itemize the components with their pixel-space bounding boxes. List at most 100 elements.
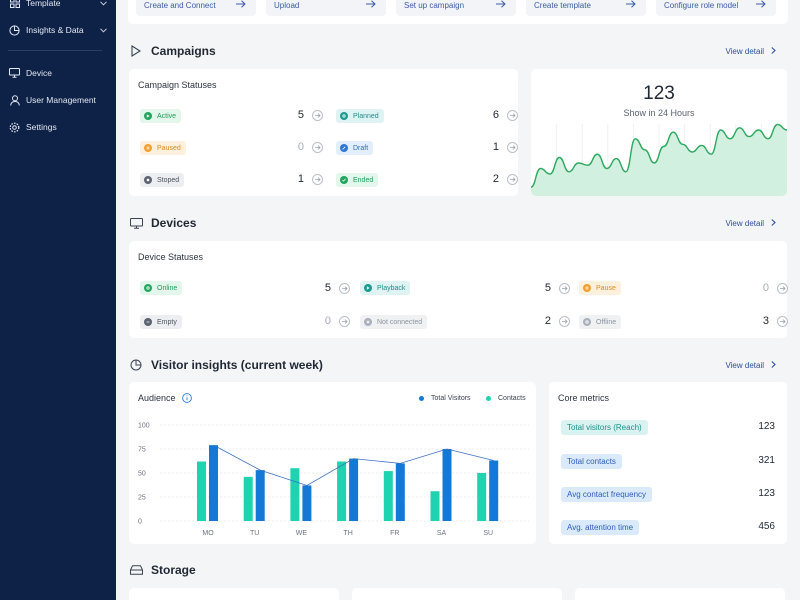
monitor-icon — [9, 68, 20, 79]
online-icon — [144, 284, 152, 292]
pause-icon — [144, 144, 152, 152]
legend-swatch — [419, 396, 424, 401]
card-title: Device Statuses — [138, 252, 204, 262]
view-detail-label: View detail — [725, 361, 764, 370]
status-label: Empty — [157, 318, 177, 326]
info-icon[interactable] — [181, 393, 192, 403]
arrow-right-icon[interactable] — [777, 283, 788, 294]
status-count: 2 — [544, 315, 551, 327]
arrow-right-icon[interactable] — [339, 283, 350, 294]
arrow-right-icon[interactable] — [312, 142, 323, 153]
quick-action-create-connect[interactable]: Create and Connect — [136, 0, 256, 16]
legend-contacts: Contacts — [486, 395, 526, 402]
devices-section-title: Devices — [129, 216, 196, 230]
metric-label-total-visitors: Total visitors (Reach) — [561, 420, 648, 435]
pie-chart-icon — [129, 358, 143, 372]
sidebar-item-template[interactable]: Template — [0, 0, 116, 14]
user-icon — [9, 94, 20, 106]
arrow-right-icon[interactable] — [339, 316, 350, 327]
empty-icon — [144, 318, 152, 326]
card-title: Core metrics — [558, 393, 610, 403]
status-label: Pause — [596, 284, 616, 292]
y-tick-label: 75 — [138, 447, 146, 454]
quick-action-upload[interactable]: Upload — [266, 0, 386, 16]
arrow-right-icon[interactable] — [777, 316, 788, 327]
metric-label-avg-contact-frequency: Avg contact frequency — [561, 487, 653, 502]
x-tick-label: TH — [343, 530, 352, 537]
sidebar-item-label: Device — [26, 68, 52, 78]
audience-title-text: Audience — [138, 393, 176, 403]
arrow-right-icon[interactable] — [559, 316, 570, 327]
sidebar-item-label: Template — [26, 0, 61, 8]
x-tick-label: SA — [437, 530, 447, 537]
status-count: 2 — [492, 173, 499, 185]
arrow-right-icon[interactable] — [507, 142, 518, 153]
status-count: 6 — [492, 109, 499, 121]
quick-action-create-template[interactable]: Create template — [526, 0, 646, 16]
bar-total-visitors — [337, 461, 347, 521]
chevron-right-icon — [771, 219, 776, 228]
audience-title: Audience — [138, 393, 192, 403]
storage-section-title: Storage — [129, 563, 196, 577]
status-count: 5 — [324, 282, 331, 294]
sidebar-item-user-management[interactable]: User Management — [0, 89, 116, 111]
status-count: 0 — [324, 315, 331, 327]
quick-action-label: Configure role model — [664, 1, 739, 10]
status-badge-planned: Planned — [336, 109, 384, 123]
x-tick-label: MO — [202, 530, 214, 537]
play-icon — [364, 284, 372, 292]
quick-action-configure-role-model[interactable]: Configure role model — [656, 0, 776, 16]
devices-view-detail-link[interactable]: View detail — [725, 219, 776, 228]
arrow-right-icon[interactable] — [507, 174, 518, 185]
arrow-right-icon[interactable] — [312, 174, 323, 185]
sidebar-item-label: User Management — [26, 95, 96, 105]
status-label: Paused — [157, 144, 181, 152]
arrow-right-icon — [366, 0, 376, 10]
visitor-insights-view-detail-link[interactable]: View detail — [725, 361, 776, 370]
section-title-text: Storage — [151, 563, 196, 577]
status-badge-offline: Offline — [579, 315, 622, 329]
sidebar-item-device[interactable]: Device — [0, 62, 116, 84]
gear-icon — [9, 122, 20, 133]
quick-action-setup-campaign[interactable]: Set up campaign — [396, 0, 516, 16]
storage-icon — [129, 563, 143, 577]
bar-contacts — [302, 485, 312, 521]
sidebar: Template Insights & Data Device User Man… — [0, 0, 116, 600]
campaigns-view-detail-link[interactable]: View detail — [725, 47, 776, 56]
sidebar-item-insights[interactable]: Insights & Data — [0, 19, 116, 41]
chevron-down-icon[interactable] — [100, 25, 107, 35]
storage-card — [575, 588, 785, 600]
status-count: 5 — [544, 282, 551, 294]
status-count: 1 — [297, 173, 304, 185]
arrow-right-icon — [236, 0, 246, 10]
arrow-right-icon[interactable] — [312, 110, 323, 121]
bar-total-visitors — [477, 473, 487, 521]
status-label: Not connected — [377, 318, 423, 326]
status-badge-active: Active — [140, 109, 182, 123]
bar-contacts — [489, 460, 499, 521]
campaigns-section-title: Campaigns — [129, 44, 216, 58]
sidebar-item-settings[interactable]: Settings — [0, 116, 116, 138]
pie-chart-icon — [9, 24, 20, 36]
arrow-right-icon[interactable] — [559, 283, 570, 294]
legend-label: Contacts — [498, 395, 526, 402]
device-statuses-card: Device Statuses Online 5 Playback 5 Paus… — [129, 241, 788, 338]
status-badge-stopped: Stoped — [140, 173, 185, 187]
arrow-right-icon[interactable] — [507, 110, 518, 121]
planned-icon — [340, 112, 348, 120]
section-title-text: Campaigns — [151, 44, 216, 58]
quick-action-label: Create and Connect — [144, 1, 216, 10]
stop-icon — [144, 176, 152, 184]
shown-label: Show in 24 Hours — [623, 108, 695, 118]
status-badge-draft: Draft — [336, 141, 374, 155]
area-fill — [531, 124, 787, 196]
grid-icon — [9, 0, 20, 9]
storage-card — [129, 588, 339, 600]
status-count: 5 — [297, 109, 304, 121]
chevron-down-icon[interactable] — [100, 0, 107, 8]
y-tick-label: 25 — [138, 495, 146, 502]
shown-count: 123 — [643, 83, 675, 104]
arrow-right-icon — [626, 0, 636, 10]
disconnected-icon — [364, 318, 372, 326]
sidebar-item-label: Insights & Data — [26, 25, 84, 35]
